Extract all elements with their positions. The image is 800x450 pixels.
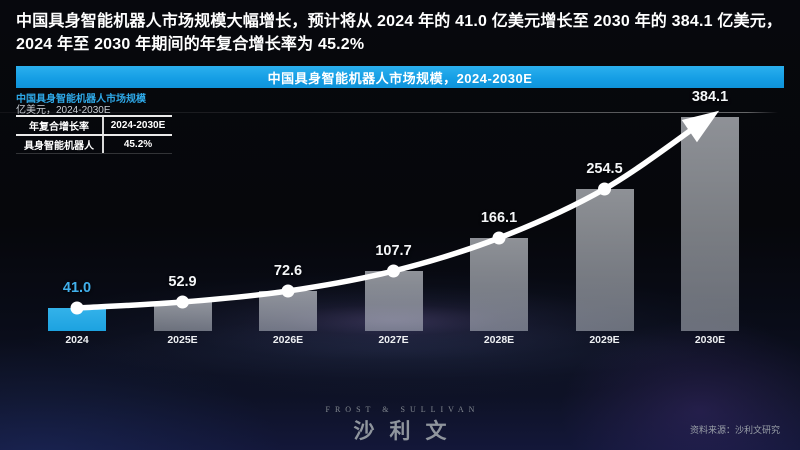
bar-2024 [48,308,106,331]
bar-2030E [681,117,739,331]
x-tick-2027E: 2027E [378,334,409,346]
horizon-line [0,112,778,113]
value-label-2030E: 384.1 [691,89,729,105]
source-note: 资料来源：沙利文研究 [689,425,780,435]
chart-title: 中国具身智能机器人市场规模，2024-2030E [267,70,533,86]
chart-subtitle: 中国具身智能机器人市场规模 [16,94,146,105]
frost-sullivan-wordmark: FROST & SULLIVAN [325,405,480,414]
headline: 中国具身智能机器人市场规模大幅增长，预计将从 2024 年的 41.0 亿美元增… [16,13,783,53]
x-tick-2028E: 2028E [483,334,515,346]
x-tick-2029E: 2029E [589,334,620,346]
chart-title-banner: 中国具身智能机器人市场规模，2024-2030E [16,66,784,88]
value-label-2029E: 254.5 [586,161,623,177]
value-label-2025E: 52.9 [168,274,197,290]
x-tick-2025E: 2025E [167,334,198,346]
bar-2028E [470,238,528,331]
footer-brand: FROST & SULLIVAN 沙利文 [0,405,800,445]
chart-unit-label: 亿美元，2024-2030E [16,105,111,116]
bar-2027E [364,271,423,331]
bar-2026E [259,291,317,331]
value-label-2027E: 107.7 [375,243,412,259]
x-tick-2030E: 2030E [694,334,726,346]
x-tick-2026E: 2026E [272,334,304,346]
shaliwen-logo: 沙利文 [353,420,462,443]
bar-2025E [153,302,212,331]
value-label-2028E: 166.1 [480,210,518,226]
bar-2029E [575,189,634,331]
value-label-2026E: 72.6 [273,263,303,279]
value-label-2024: 41.0 [62,280,92,296]
x-tick-2024: 2024 [65,334,89,346]
